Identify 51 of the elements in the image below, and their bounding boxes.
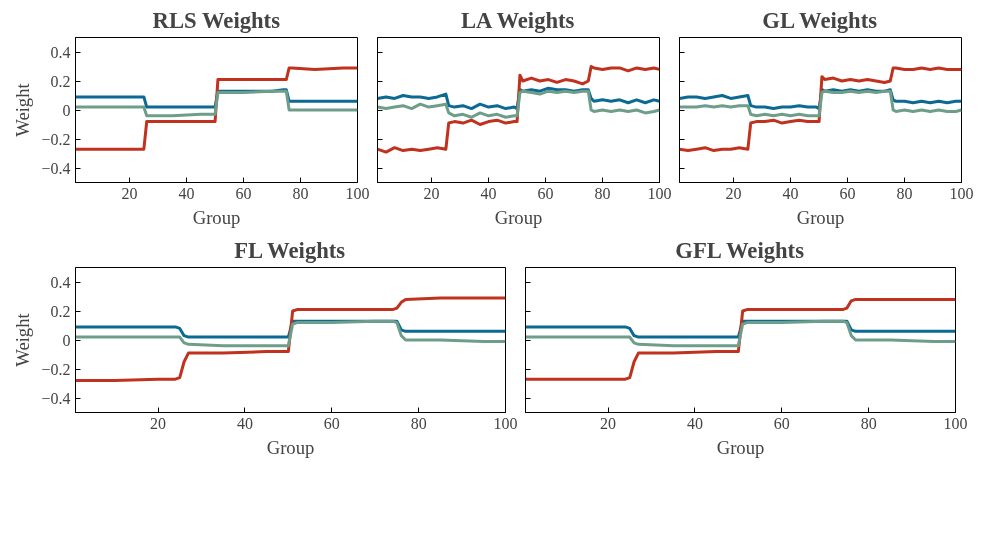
- y-tick-label: 0.4: [50, 43, 71, 61]
- x-axis-title: Group: [796, 206, 845, 228]
- x-tick-label: 60: [323, 414, 340, 432]
- y-tick-label: 0.2: [50, 72, 71, 90]
- x-tick-label: 40: [178, 184, 195, 202]
- line-series: [75, 319, 506, 348]
- x-tick-label: 60: [537, 184, 554, 202]
- chart-title: RLS Weights: [152, 7, 281, 33]
- chart-title: GFL Weights: [675, 237, 805, 263]
- y-axis-title: Weight: [12, 82, 34, 137]
- x-axis-title: Group: [192, 206, 241, 228]
- x-tick-label: 20: [725, 184, 742, 202]
- y-tick-label: 0.4: [50, 273, 71, 291]
- x-tick-label: 60: [773, 414, 790, 432]
- x-tick-label: 100: [345, 184, 370, 202]
- y-tick-label: −0.2: [41, 360, 71, 378]
- y-tick-label: −0.4: [41, 159, 71, 177]
- x-tick-label: 20: [423, 184, 440, 202]
- line-series: [75, 66, 358, 151]
- x-tick-label: 40: [782, 184, 799, 202]
- x-tick-label: 80: [896, 184, 913, 202]
- chart-title: FL Weights: [234, 237, 346, 263]
- x-tick-label: 100: [647, 184, 672, 202]
- chart-title: GL Weights: [762, 7, 878, 33]
- x-tick-label: 100: [943, 414, 968, 432]
- x-tick-label: 100: [949, 184, 974, 202]
- chart-title: LA Weights: [460, 7, 575, 33]
- x-tick-label: 40: [236, 414, 253, 432]
- x-axis-title: Group: [716, 436, 765, 458]
- line-series: [75, 296, 506, 383]
- x-axis-title: Group: [494, 206, 543, 228]
- x-tick-label: 20: [121, 184, 138, 202]
- y-tick-label: −0.2: [41, 130, 71, 148]
- x-tick-label: 20: [600, 414, 617, 432]
- x-tick-label: 20: [150, 414, 167, 432]
- y-tick-label: −0.4: [41, 389, 71, 407]
- y-tick-label: 0.2: [50, 302, 71, 320]
- x-tick-label: 40: [686, 414, 703, 432]
- y-tick-label: 0: [62, 331, 71, 349]
- line-series: [75, 89, 358, 118]
- x-tick-label: 100: [493, 414, 518, 432]
- x-tick-label: 40: [480, 184, 497, 202]
- y-axis-title: Weight: [12, 312, 34, 367]
- x-tick-label: 80: [292, 184, 309, 202]
- x-tick-label: 80: [410, 414, 427, 432]
- y-tick-label: 0: [62, 101, 71, 119]
- x-axis-title: Group: [266, 436, 315, 458]
- x-tick-label: 80: [860, 414, 877, 432]
- x-tick-label: 60: [839, 184, 856, 202]
- x-tick-label: 80: [594, 184, 611, 202]
- x-tick-label: 60: [235, 184, 252, 202]
